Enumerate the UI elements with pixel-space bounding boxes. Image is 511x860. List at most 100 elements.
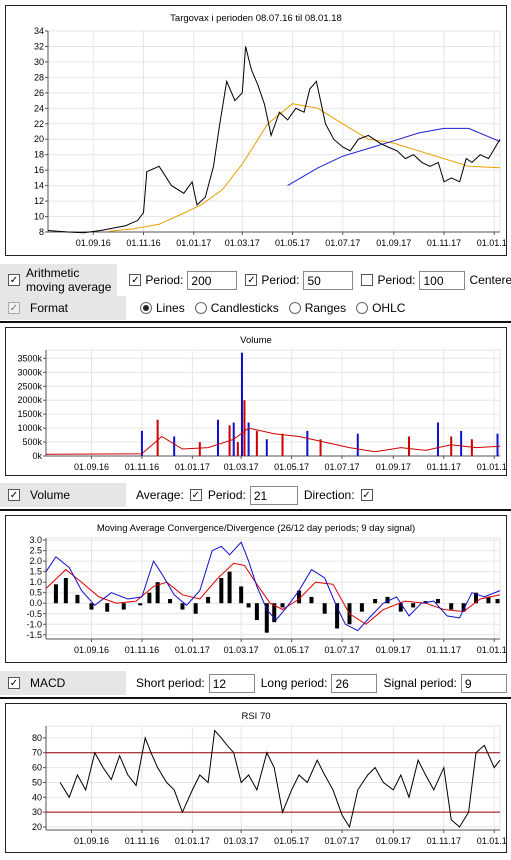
macd-histogram-bar [105,603,110,612]
volume-label: Volume [30,488,71,502]
volume-controls: ✓ Volume Average: ✓ Period: 21 Direction… [0,483,511,507]
chart-title: Volume [240,335,272,346]
macd-histogram-bar [75,594,80,604]
x-tick-label: 01.05.17 [274,836,309,846]
ma-period-100-checkbox[interactable]: ✓ [361,274,374,286]
volume-average-checkbox[interactable]: ✓ [189,489,202,501]
format-lines-radio[interactable] [140,302,152,314]
macd-histogram-bar [474,592,479,604]
volume-bar [140,430,143,456]
x-tick-label: 01.07.17 [325,462,360,472]
volume-bar [240,352,243,456]
macd-histogram-bar [272,603,277,623]
y-tick-label: 30 [34,57,44,67]
macd-histogram-bar [335,603,340,629]
volume-bar [198,442,201,456]
y-tick-label: 3000k [17,367,42,377]
x-tick-label: 01.11.17 [427,462,461,472]
ma-period-100-input[interactable]: 100 [419,270,466,290]
macd-short-label: Short period: [136,676,205,690]
moving-average-label-line2: moving average [26,280,112,294]
macd-long-input[interactable]: 26 [331,673,378,693]
ma-period-50-group: ✓ Period: 50 [245,270,354,290]
volume-period-input[interactable]: 21 [249,485,298,505]
moving-average-checkbox[interactable]: ✓ [8,274,20,286]
format-candlesticks-radio[interactable] [194,302,207,314]
ma-period-200-label: Period: [145,273,184,287]
x-tick-label: 01.11.17 [427,238,461,248]
volume-direction-checkbox[interactable]: ✓ [360,489,373,501]
macd-signal-input[interactable]: 9 [460,673,507,693]
volume-checkbox[interactable]: ✓ [8,489,20,501]
series-line-rsi [59,729,501,829]
y-tick-label: -1.0 [26,619,42,629]
volume-bar [243,400,246,456]
x-tick-label: 01.09.17 [376,462,411,472]
format-ranges-label: Ranges [304,301,347,315]
plot-area [47,30,501,233]
y-tick-label: 10 [34,212,44,222]
format-ohlc-radio[interactable] [356,302,369,314]
volume-bar [281,433,284,456]
format-candlesticks-option[interactable]: Candlesticks [194,301,279,315]
volume-direction-label: Direction: [303,488,355,502]
x-tick-label: 01.03.17 [224,462,259,472]
chart-title: RSI 70 [241,711,270,722]
macd-histogram-bar [359,603,364,612]
volume-bar [496,433,499,456]
y-tick-label: 40 [32,792,42,802]
ma-period-50-input[interactable]: 50 [303,270,354,290]
volume-bar [436,422,439,456]
volume-bar [319,439,322,456]
volume-bar [156,419,159,456]
macd-long-label: Long period: [260,676,328,690]
macd-histogram-bar [411,603,416,608]
moving-average-tab[interactable]: ✓ Arithmetic moving average [0,264,118,296]
ma-period-200-checkbox[interactable]: ✓ [129,274,142,286]
macd-tab[interactable]: ✓ MACD [0,671,126,695]
format-tab[interactable]: ✓ Format [0,296,126,320]
series-line-signal [45,562,501,625]
y-tick-label: 0.0 [29,598,42,608]
format-ohlc-option[interactable]: OHLC [356,301,405,315]
series-line-price [47,46,501,234]
macd-checkbox[interactable]: ✓ [8,677,20,689]
y-tick-label: 0.5 [29,588,42,598]
format-ranges-radio[interactable] [288,302,301,314]
format-checkbox[interactable]: ✓ [8,302,20,314]
macd-short-input[interactable]: 12 [208,673,255,693]
y-tick-label: 16 [34,165,44,175]
x-tick-label: 01.11.17 [427,836,461,846]
macd-histogram-bar [239,586,244,604]
x-tick-label: 01.09.17 [376,836,411,846]
series-line-moving-average-200 [287,127,501,187]
x-tick-label: 01.11.16 [126,238,160,248]
macd-histogram-bar [322,603,327,614]
y-tick-label: 60 [32,763,42,773]
format-lines-option[interactable]: Lines [140,301,185,315]
y-tick-label: 24 [34,103,44,113]
price-chart-panel: Targovax i perioden 08.07.16 til 08.01.1… [5,5,507,256]
volume-tab[interactable]: ✓ Volume [0,483,126,507]
plot-area [45,725,501,831]
plot-area [45,349,501,457]
format-ranges-option[interactable]: Ranges [288,301,347,315]
y-tick-label: 1.5 [29,567,42,577]
x-tick-label: 01.09.16 [74,462,109,472]
y-tick-label: 22 [34,119,44,129]
volume-bar [306,430,309,456]
y-tick-label: 2000k [17,395,42,405]
macd-histogram-bar [138,603,143,606]
ma-period-50-checkbox[interactable]: ✓ [245,274,258,286]
macd-histogram-bar [121,603,126,610]
macd-histogram-bar [219,577,224,604]
macd-histogram-bar [435,599,440,604]
y-tick-label: 2500k [17,381,42,391]
macd-histogram-bar [147,592,152,604]
x-tick-label: 01.05.17 [275,238,310,248]
format-controls: ✓ Format Lines Candlesticks Ranges OHLC [0,296,511,320]
ma-period-200-input[interactable]: 200 [187,270,238,290]
macd-histogram-bar [297,590,302,604]
x-tick-label: 01.01.17 [176,238,211,248]
x-tick-label: 01.01.18 [477,238,506,248]
